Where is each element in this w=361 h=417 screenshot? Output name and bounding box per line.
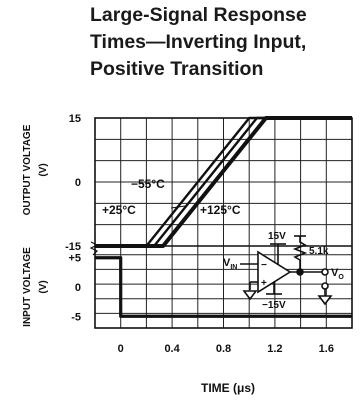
circuit-vin-sub: IN bbox=[230, 264, 237, 271]
y-tick-label: 15 bbox=[69, 113, 81, 125]
annotation-leader bbox=[170, 205, 186, 209]
tick-labels: 15 0 -15+5 0 -5 0 0.4 0.8 1.2 1.6 bbox=[65, 113, 334, 355]
data-series bbox=[95, 116, 352, 318]
circuit-resistor: 5.1k bbox=[309, 246, 329, 257]
circuit-vo-v: V bbox=[331, 267, 339, 279]
label-plus25: +25°C bbox=[102, 203, 136, 217]
output-ground-terminal bbox=[321, 282, 329, 290]
chart-title-line-2: Times—Inverting Input, bbox=[90, 31, 307, 53]
load-resistor bbox=[292, 236, 308, 261]
circuit-vin: VIN bbox=[223, 257, 237, 271]
chart-title-line-3: Positive Transition bbox=[90, 58, 264, 80]
output-ylabel-unit: (V) bbox=[38, 163, 49, 176]
circuit-plus-input: + bbox=[261, 278, 267, 289]
y-tick-label: -5 bbox=[71, 311, 81, 323]
y-tick-label: -15 bbox=[65, 241, 81, 253]
ground-left bbox=[242, 290, 258, 301]
y-tick-label: 0 bbox=[75, 282, 81, 294]
label-plus125: +125°C bbox=[200, 203, 241, 217]
chart-title-line-1: Large-Signal Response bbox=[90, 4, 307, 26]
axis-break-mark bbox=[89, 241, 99, 256]
circuit-minus-input: − bbox=[261, 260, 267, 271]
ground-right bbox=[317, 295, 333, 306]
circuit-vo-sub: O bbox=[338, 274, 344, 281]
input-ylabel-unit: (V) bbox=[38, 280, 49, 293]
x-tick-label: 0 bbox=[118, 343, 124, 355]
plot-border bbox=[94, 117, 353, 329]
y-tick-label: +5 bbox=[68, 253, 81, 265]
input-ylabel: INPUT VOLTAGE bbox=[22, 247, 33, 327]
label-minus55: −55°C bbox=[131, 177, 165, 191]
circuit-vplus: 15V bbox=[268, 231, 286, 242]
output-series-2 bbox=[95, 116, 352, 248]
x-tick-label: 0.4 bbox=[164, 343, 180, 355]
x-tick-label: 1.2 bbox=[267, 343, 282, 355]
x-tick-label: 1.6 bbox=[319, 343, 334, 355]
x-tick-label: 0.8 bbox=[216, 343, 231, 355]
output-ylabel: OUTPUT VOLTAGE bbox=[22, 124, 33, 215]
circuit-vo: VO bbox=[331, 267, 344, 281]
input-series-0 bbox=[95, 256, 352, 318]
chart-title: Large-Signal Response Times—Inverting In… bbox=[90, 2, 358, 83]
circuit-vin-v: V bbox=[223, 257, 231, 269]
output-terminal bbox=[321, 268, 329, 276]
y-tick-label: 0 bbox=[75, 177, 81, 189]
circuit-schematic bbox=[240, 235, 333, 306]
x-axis-label: TIME (μs) bbox=[201, 381, 255, 395]
circuit-vminus: −15V bbox=[262, 300, 286, 311]
